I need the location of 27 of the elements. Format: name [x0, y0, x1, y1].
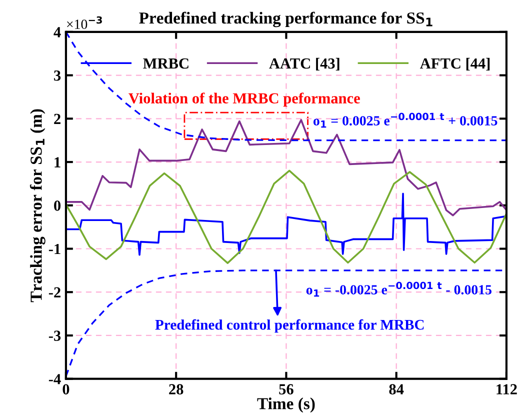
legend-label: AATC [43]: [269, 58, 340, 71]
legend-label: MRBC: [143, 58, 188, 69]
y-axis-title: Tracking error for SS$_{1}$ (m): [30, 109, 46, 302]
x-tick-label: 84: [389, 384, 404, 394]
y-tick-label: 0: [54, 200, 61, 211]
y-tick-label: -3: [48, 330, 61, 341]
y-tick-label: 2: [54, 114, 60, 124]
text: ×10$^{−3}$: [67, 16, 102, 29]
annotation: Predefined control performance for MRBC: [155, 319, 424, 333]
y-tick-label: 4: [54, 27, 61, 38]
annotation: Violation of the MRBC peformance: [128, 92, 360, 107]
annotation: o$_{1}$ = 0.0025 e$^{−0.0001 t}$ + 0.0015: [313, 112, 498, 128]
y-tick-label: 1: [54, 157, 60, 168]
x-axis-title: Time (s): [257, 398, 315, 413]
x-tick-label: 0: [62, 384, 70, 394]
line-series: [66, 192, 506, 256]
x-tick-label: 56: [279, 384, 294, 394]
line-series: [66, 170, 506, 264]
x-tick-label: 28: [169, 384, 184, 394]
y-tick-label: -4: [48, 374, 61, 384]
annotation: o$_{1}$ = -0.0025 e$^{−0.0001 t}$ - 0.0015: [306, 282, 492, 297]
legend-label: AFTC [44]: [420, 58, 490, 71]
y-tick-label: -2: [48, 287, 60, 298]
y-tick-label: 3: [54, 70, 61, 81]
chart-title: Predefined tracking performance for SS$_{1}$: [139, 12, 432, 28]
x-tick-label: 112: [496, 384, 517, 394]
y-tick-label: -1: [48, 244, 60, 254]
